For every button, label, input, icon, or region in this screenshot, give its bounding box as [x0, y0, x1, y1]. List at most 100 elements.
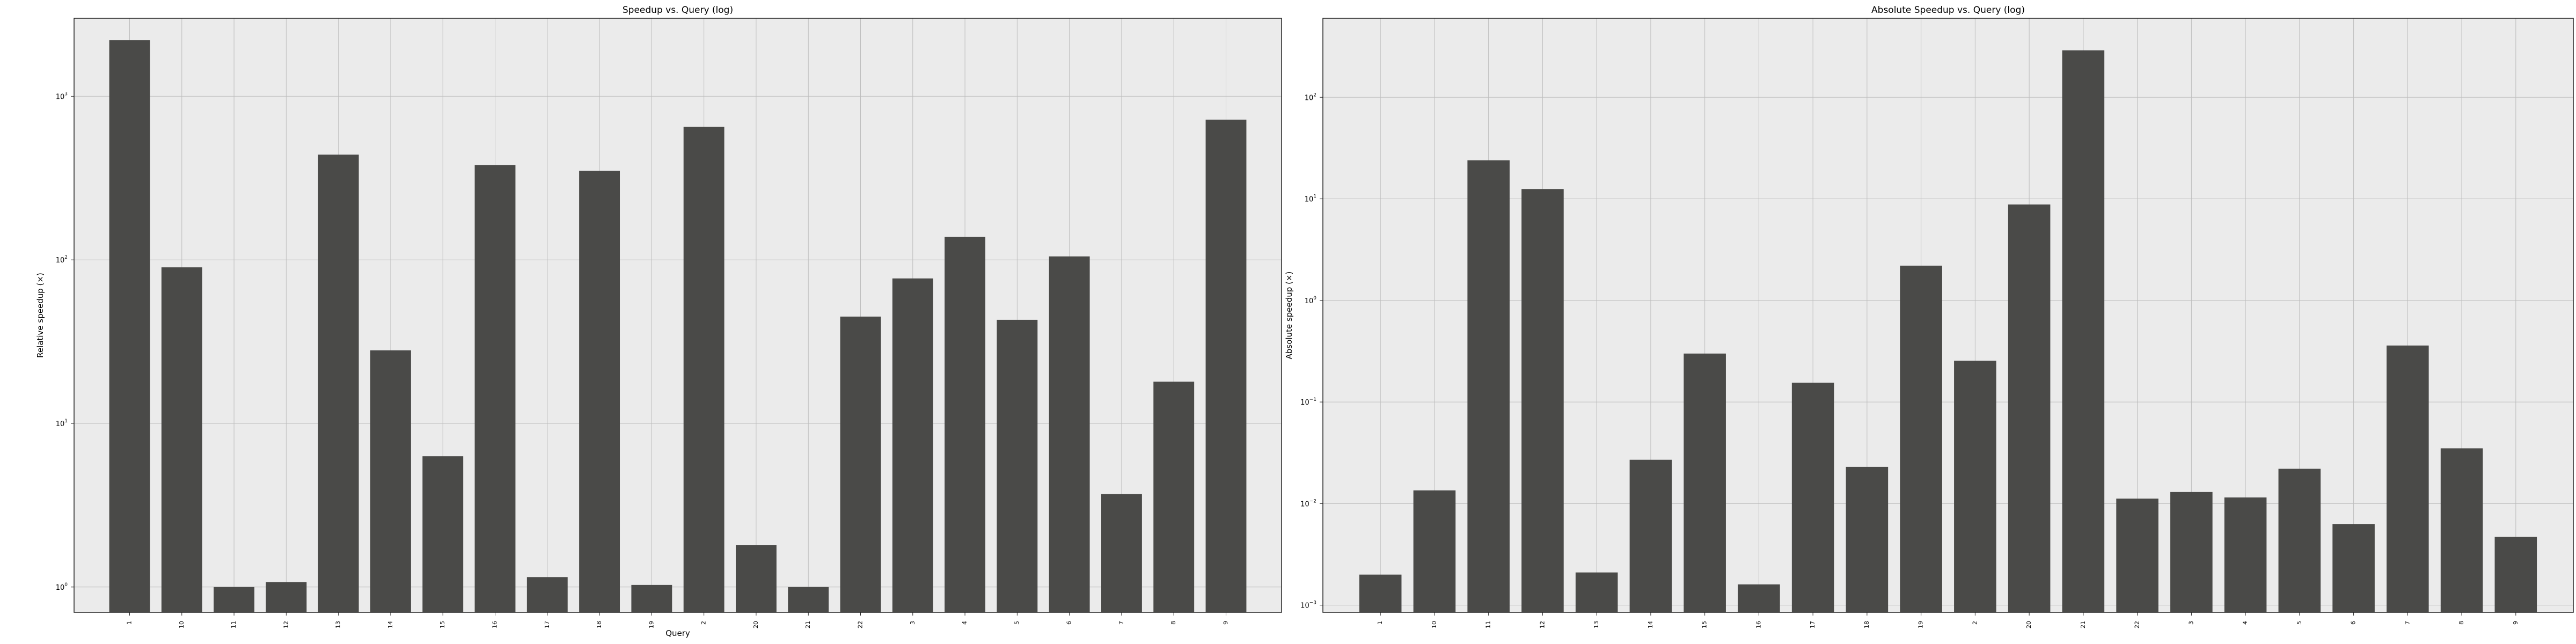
x-tick-label: 19 [1918, 621, 1924, 628]
bar-13 [318, 155, 359, 612]
x-tick-label: 15 [439, 621, 446, 628]
bar-16 [1738, 584, 1780, 612]
bar-5 [997, 319, 1038, 612]
bar-17 [526, 577, 568, 612]
x-tick-label: 2 [1971, 621, 1978, 625]
x-tick-label: 11 [230, 621, 237, 628]
bar-4 [945, 237, 986, 613]
y-tick-label: 100 [1305, 296, 1317, 305]
x-tick-label: 18 [1863, 621, 1870, 628]
x-tick-label: 3 [2187, 621, 2194, 625]
x-tick-label: 22 [2134, 621, 2141, 628]
bar-2 [683, 127, 724, 613]
bar-8 [2440, 448, 2483, 612]
chart-title: Speedup vs. Query (log) [623, 5, 733, 16]
bar-22 [840, 316, 881, 612]
x-tick-label: 13 [335, 621, 342, 628]
y-tick-label: 102 [1305, 92, 1316, 102]
x-tick-label: 3 [909, 621, 916, 625]
bar-18 [579, 171, 620, 612]
x-tick-label: 12 [282, 621, 289, 628]
bar-22 [2116, 499, 2158, 612]
x-tick-label: 9 [2512, 621, 2519, 625]
x-tick-label: 6 [1066, 621, 1073, 625]
x-tick-label: 6 [2350, 621, 2357, 625]
bar-12 [1521, 189, 1564, 612]
bar-19 [1900, 266, 1942, 613]
bar-14 [1629, 459, 1672, 612]
x-tick-label: 21 [2080, 621, 2087, 628]
y-tick-label: 101 [1305, 194, 1316, 204]
x-tick-label: 13 [1593, 621, 1600, 628]
x-tick-label: 19 [648, 621, 655, 628]
x-tick-label: 17 [1809, 621, 1816, 628]
x-tick-label: 7 [2404, 621, 2411, 625]
x-tick-label: 8 [2458, 621, 2465, 625]
x-tick-label: 22 [857, 621, 864, 628]
x-tick-label: 12 [1539, 621, 1546, 628]
bar-1 [109, 40, 150, 613]
bar-2 [1954, 361, 1996, 612]
bar-3 [892, 278, 933, 612]
x-tick-label: 11 [1485, 621, 1492, 628]
y-tick-label: 10−1 [1300, 397, 1316, 407]
bar-1 [1359, 574, 1402, 612]
y-tick-label: 10−2 [1300, 499, 1316, 508]
x-tick-label: 2 [700, 621, 707, 625]
bar-15 [422, 456, 464, 612]
y-axis-label: Absolute speedup (×) [1284, 272, 1294, 360]
x-tick-label: 16 [1755, 621, 1762, 628]
chart-title: Absolute Speedup vs. Query (log) [1871, 5, 2025, 16]
bar-3 [2170, 492, 2213, 612]
x-axis-label: Query [665, 628, 690, 638]
x-tick-label: 14 [387, 621, 394, 628]
plot-frame [1322, 18, 2574, 613]
x-tick-label: 17 [544, 621, 551, 628]
bar-10 [161, 267, 202, 612]
plot-area [74, 18, 1282, 612]
bar-6 [1049, 256, 1090, 613]
bar-10 [1413, 490, 1456, 612]
x-tick-label: 15 [1701, 621, 1708, 628]
x-tick-label: 10 [1431, 621, 1438, 628]
plot-frame [74, 18, 1282, 613]
x-tick-label: 18 [596, 621, 603, 628]
y-tick-label: 102 [56, 255, 68, 265]
chart-panel-1: 1 10 11 12 13 14 15 16 17 18 19 2 20 21 22 3 4 5 6 7 8 9 100 10… [35, 5, 1282, 638]
bar-9 [1205, 119, 1247, 613]
bar-18 [1846, 466, 1889, 612]
y-tick-label: 10−3 [1300, 601, 1316, 610]
x-tick-label: 16 [492, 621, 499, 628]
y-tick-label: 100 [56, 582, 68, 592]
x-tick-label: 5 [2296, 621, 2303, 625]
x-tick-label: 4 [2242, 621, 2249, 625]
bar-4 [2224, 497, 2267, 612]
bar-17 [1791, 383, 1834, 612]
bar-6 [2332, 524, 2375, 612]
y-tick-label: 101 [56, 419, 68, 428]
bar-12 [266, 582, 307, 612]
bar-19 [631, 584, 672, 612]
bar-7 [1101, 494, 1142, 612]
bar-13 [1575, 572, 1618, 612]
bar-21 [788, 587, 829, 612]
bar-16 [474, 165, 516, 612]
x-tick-label: 20 [2025, 621, 2032, 628]
x-tick-label: 21 [804, 621, 811, 628]
bar-11 [1467, 160, 1510, 613]
bar-14 [370, 350, 411, 612]
plot-area [1323, 18, 2573, 612]
bar-21 [2062, 50, 2105, 612]
x-tick-label: 1 [1377, 621, 1384, 625]
x-tick-label: 8 [1170, 621, 1177, 625]
chart-panel-2: 1 10 11 12 13 14 15 16 17 18 19 2 20 21 22 3 4 5 6 7 8 9 10−3 1… [1284, 5, 2574, 628]
x-tick-label: 14 [1647, 621, 1654, 628]
y-tick-label: 103 [56, 91, 68, 101]
x-tick-label: 1 [126, 621, 133, 625]
bar-15 [1684, 353, 1726, 612]
bar-20 [2008, 204, 2051, 612]
bar-20 [735, 545, 777, 612]
bar-5 [2278, 469, 2321, 612]
x-tick-label: 10 [178, 621, 185, 628]
